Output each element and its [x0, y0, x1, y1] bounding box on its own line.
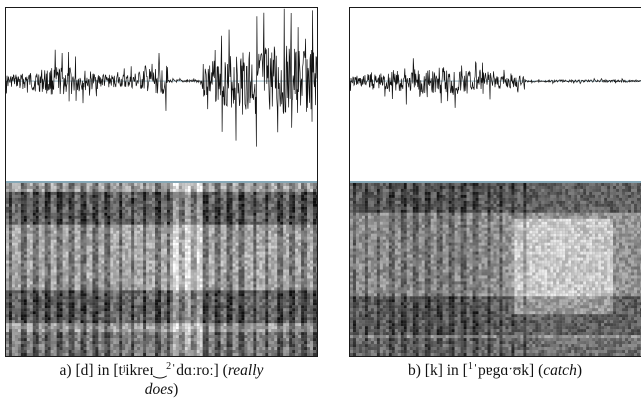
caption-b-prefix: b) [k] in [: [408, 362, 468, 379]
caption-a-prefix: a) [d] in [tʲikreɪ: [59, 362, 154, 379]
caption-a-mid: ˈdɑːroː] (: [171, 362, 228, 379]
b-waveform: [350, 58, 641, 108]
caption-a-tie: ‿: [153, 362, 167, 379]
caption-a-suffix: ): [173, 381, 179, 398]
figure-a-panel: [5, 7, 318, 357]
caption-a-tone: 2: [166, 361, 172, 372]
caption-a-gloss-line1: really: [227, 362, 264, 379]
caption-a: a) [d] in [tʲikreɪ‿2ˈdɑːroː] (really does…: [5, 361, 318, 399]
a-waveform: [6, 8, 317, 147]
caption-b-suffix: ): [576, 362, 582, 379]
waveform-spectrogram-a: [6, 8, 317, 356]
waveform-spectrogram-b: [350, 58, 641, 356]
a-spectrogram: [6, 182, 317, 356]
caption-b-tone: 1: [467, 361, 473, 372]
figure-b-panel: [349, 7, 641, 357]
caption-b: b) [k] in [1ˈpɐgɑˑʊk] (catch): [349, 361, 641, 380]
caption-b-gloss: catch: [543, 362, 577, 379]
caption-a-gloss-line2: does: [144, 381, 174, 398]
b-spectrogram: [350, 182, 641, 356]
caption-b-mid: ˈpɐgɑˑʊk] (: [472, 362, 544, 379]
